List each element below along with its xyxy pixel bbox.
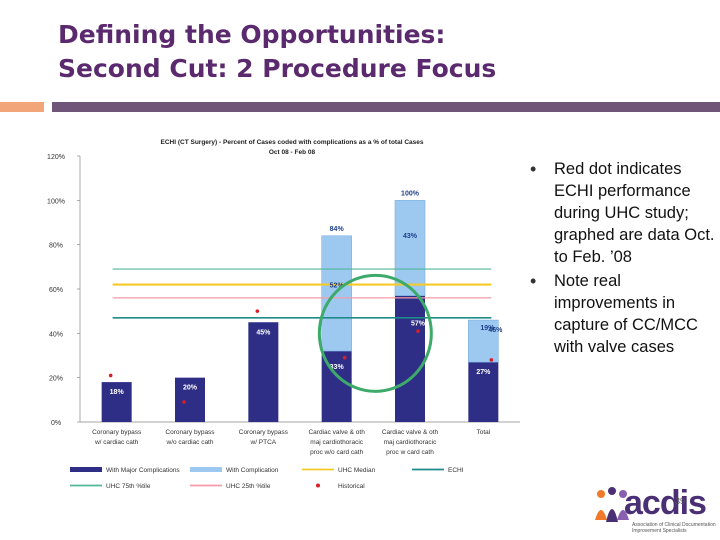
legend-swatch (190, 467, 222, 472)
x-category-label: w/ cardiac cath (94, 439, 139, 446)
historical-point (416, 329, 420, 333)
x-category-label: maj cardiothoracic (310, 439, 363, 446)
legend-label: UHC 25th %tile (226, 483, 271, 490)
y-tick-label: 120% (47, 154, 65, 161)
bar-complication-label: 19% (480, 325, 495, 332)
x-category-label: Coronary bypass (165, 429, 215, 436)
bar-major-complications (248, 322, 279, 422)
x-category-label: Coronary bypass (239, 429, 289, 436)
bar-major-label: 27% (476, 369, 491, 376)
logo-wordmark: acdis (624, 484, 707, 522)
x-category-label: Total (476, 429, 490, 436)
y-tick-label: 80% (49, 243, 63, 250)
y-tick-label: 0% (51, 420, 61, 427)
bar-major-label: 20% (183, 385, 198, 392)
x-category-label: w/ PTCA (250, 439, 277, 446)
complications-chart: ECHI (CT Surgery) - Percent of Cases cod… (47, 139, 520, 490)
bar-with-complication (468, 319, 499, 363)
acdis-logo: acdis Association of Clinical Documentat… (590, 482, 716, 538)
bullet-text: Red dot indicates ECHI performance durin… (554, 160, 715, 266)
bullet-item: • Note real improvements in capture of C… (528, 270, 718, 358)
x-category-label: proc w/o card cath (310, 449, 363, 456)
legend-swatch (316, 483, 320, 488)
y-tick-label: 20% (49, 376, 63, 383)
legend-label: Historical (338, 483, 365, 490)
bullet-dot-icon: • (530, 159, 537, 179)
page-number: 39 (675, 496, 686, 506)
historical-point (108, 373, 113, 378)
acdis-figures-icon (595, 487, 629, 522)
legend-label: With Complication (226, 467, 279, 474)
bar-total-label: 100% (401, 190, 420, 197)
legend-label: UHC 75th %tile (106, 483, 151, 490)
bar-major-label: 45% (256, 329, 271, 336)
slide-title-line-1: Defining the Opportunities: (58, 20, 446, 49)
slide-title-line-2: Second Cut: 2 Procedure Focus (58, 54, 497, 83)
historical-point (255, 309, 260, 313)
bar-total-label: 84% (330, 226, 345, 233)
legend-swatch (70, 467, 102, 472)
bar-complication-label: 43% (403, 233, 418, 240)
historical-point (342, 355, 347, 360)
logo-subtext: Association of Clinical Documentation Im… (632, 522, 716, 534)
bar-complication-label: 52% (330, 282, 345, 289)
legend-label: With Major Complications (106, 467, 180, 474)
bar-major-complications (395, 295, 425, 422)
x-category-label: Cardiac valve & oth (382, 429, 439, 436)
bar-total-label: 46% (488, 327, 503, 334)
chart-title: ECHI (CT Surgery) - Percent of Cases cod… (161, 139, 424, 146)
bullet-dot-icon: • (530, 271, 537, 291)
slide-title: Defining the Opportunities: Second Cut: … (58, 18, 698, 86)
x-category-label: Coronary bypass (92, 429, 142, 436)
y-tick-label: 40% (49, 331, 63, 338)
bar-major-label: 18% (110, 389, 125, 396)
x-category-label: maj cardiothoracic (384, 439, 437, 446)
title-rule-accent (0, 102, 44, 112)
chart-frame: ECHI (CT Surgery) - Percent of Cases cod… (40, 132, 522, 500)
bar-major-label: 33% (330, 364, 345, 371)
legend-label: ECHI (448, 467, 464, 474)
bar-major-complications (101, 382, 132, 422)
chart-subtitle: Oct 08 - Feb 08 (269, 149, 316, 156)
bar-major-label: 57% (411, 321, 426, 328)
bullet-list: • Red dot indicates ECHI performance dur… (528, 158, 718, 360)
x-category-label: Cardiac valve & oth (308, 429, 365, 436)
legend-label: UHC Median (338, 467, 376, 474)
x-category-label: proc w card cath (386, 449, 434, 456)
bullet-item: • Red dot indicates ECHI performance dur… (528, 158, 718, 268)
bar-major-complications (468, 362, 499, 422)
bullet-text: Note real improvements in capture of CC/… (554, 272, 698, 356)
y-tick-label: 60% (49, 287, 63, 294)
historical-point (489, 358, 494, 362)
highlight-ellipse (317, 273, 433, 393)
y-tick-label: 100% (47, 198, 65, 205)
x-category-label: w/o cardiac cath (166, 439, 214, 446)
historical-point (182, 400, 186, 404)
bar-major-complications (175, 377, 205, 422)
title-rule (52, 102, 720, 112)
